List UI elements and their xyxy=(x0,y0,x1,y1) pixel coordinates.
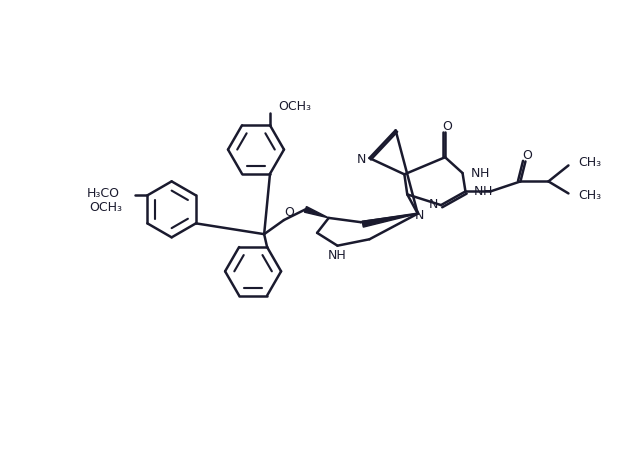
Text: O: O xyxy=(442,120,452,133)
Text: N: N xyxy=(428,197,438,211)
Text: O: O xyxy=(522,149,532,162)
Text: OCH₃: OCH₃ xyxy=(278,100,311,113)
Text: N: N xyxy=(356,153,366,165)
Text: O: O xyxy=(284,205,294,219)
Text: N: N xyxy=(415,209,424,222)
Polygon shape xyxy=(362,214,418,227)
Text: OCH₃: OCH₃ xyxy=(89,201,122,214)
Text: CH₃: CH₃ xyxy=(579,189,602,202)
Text: H: H xyxy=(480,166,489,180)
Polygon shape xyxy=(305,206,329,218)
Text: NH: NH xyxy=(328,249,347,262)
Text: N: N xyxy=(471,166,480,180)
Text: H₃CO: H₃CO xyxy=(87,187,120,200)
Text: N: N xyxy=(474,185,483,198)
Text: CH₃: CH₃ xyxy=(579,156,602,169)
Text: H: H xyxy=(483,185,492,198)
